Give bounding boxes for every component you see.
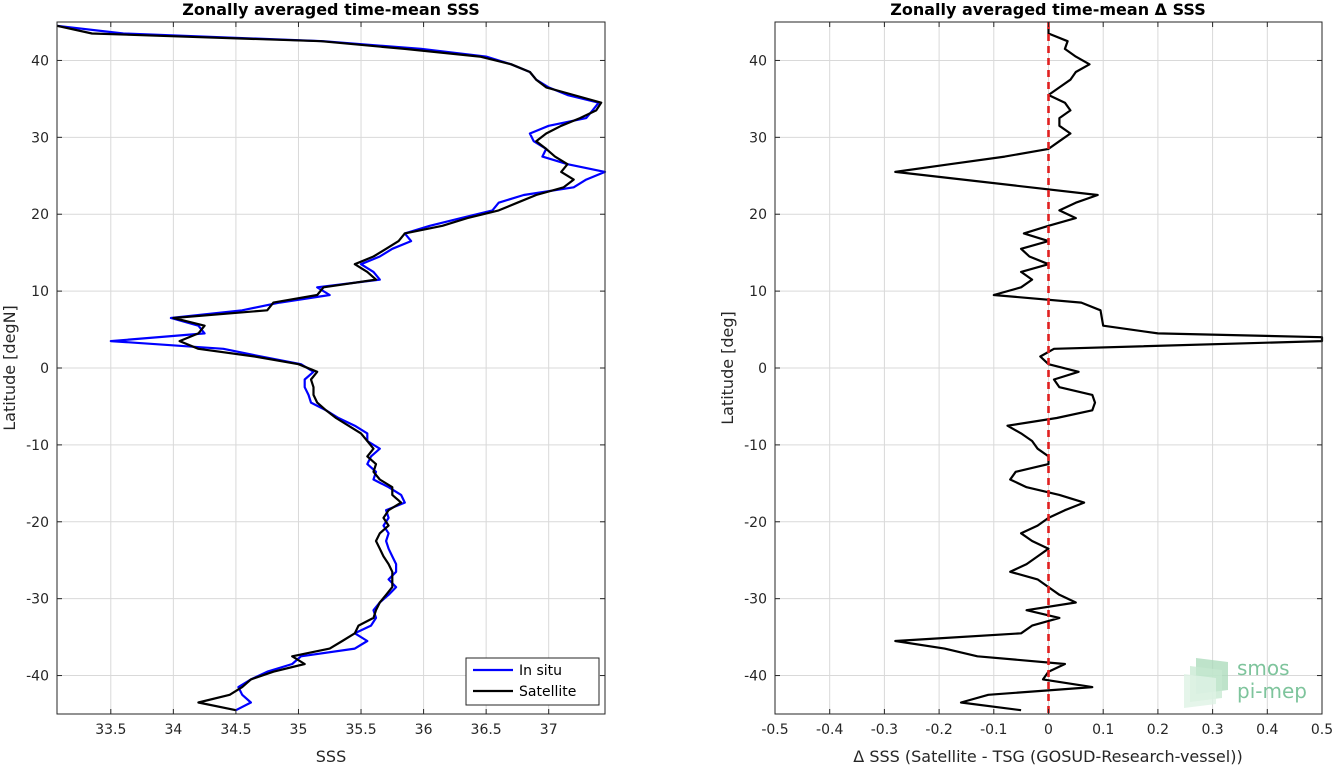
sss-x-tick-label: 36.5 bbox=[471, 722, 502, 738]
delta-sss-y-tick-label: 40 bbox=[749, 53, 767, 69]
smos-pi-mep-logo: smos pi-mep bbox=[1184, 656, 1307, 708]
delta-sss-x-tick-label: 0.5 bbox=[1311, 722, 1333, 738]
sss-series-group bbox=[56, 24, 607, 712]
delta-sss-difference-line bbox=[894, 25, 1324, 712]
delta-sss-x-axis-label: Δ SSS (Satellite - TSG (GOSUD-Research-v… bbox=[853, 747, 1242, 765]
delta-sss-y-tick-label: -20 bbox=[744, 515, 767, 531]
sss-profile-chart: 33.5 34 34.5 35 35.5 36 36.5 37 -40 -30 -20 -10 0 10 2… bbox=[0, 0, 607, 765]
sss-x-tick-label: 35 bbox=[290, 722, 308, 738]
sss-x-tick-label: 34 bbox=[164, 722, 182, 738]
sss-y-tick-label: 30 bbox=[31, 130, 49, 146]
sss-y-tick-label: 0 bbox=[40, 361, 49, 377]
legend-box bbox=[465, 657, 600, 706]
delta-sss-y-tick-label: 10 bbox=[749, 284, 767, 300]
delta-sss-y-tick-label: 30 bbox=[749, 130, 767, 146]
delta-sss-profile-chart: -0.5 -0.4 -0.3 -0.2 -0.1 0 0.1 0.2 0.3 0.4 0.5 -40 -… bbox=[718, 0, 1333, 765]
legend-satellite-label: Satellite bbox=[519, 684, 576, 700]
sss-x-tick-label: 37 bbox=[540, 722, 558, 738]
delta-sss-x-tick-label: 0.3 bbox=[1201, 722, 1223, 738]
legend: In situ Satellite bbox=[465, 657, 600, 706]
sss-y-tick-label: -40 bbox=[26, 669, 49, 685]
sss-x-tick-label: 34.5 bbox=[220, 722, 251, 738]
sss-y-tick-label: -20 bbox=[26, 515, 49, 531]
sss-x-tick-label: 35.5 bbox=[345, 722, 376, 738]
delta-sss-y-tick-label: -30 bbox=[744, 592, 767, 608]
delta-sss-gridlines bbox=[774, 22, 1323, 714]
sss-gridlines bbox=[57, 22, 605, 714]
sss-y-tick-label: 10 bbox=[31, 284, 49, 300]
sss-y-tick-label: -30 bbox=[26, 592, 49, 608]
logo-text-top: smos bbox=[1237, 656, 1290, 680]
sss-x-tick-label: 36 bbox=[415, 722, 433, 738]
delta-sss-x-tick-label: 0.1 bbox=[1092, 722, 1114, 738]
delta-sss-x-tick-label: -0.3 bbox=[871, 722, 898, 738]
delta-sss-y-tick-label: -40 bbox=[744, 669, 767, 685]
delta-sss-x-tick-label: -0.1 bbox=[980, 722, 1007, 738]
delta-sss-x-tick-label: -0.2 bbox=[925, 722, 952, 738]
sss-chart-title: Zonally averaged time-mean SSS bbox=[182, 0, 480, 19]
delta-sss-x-tick-label: -0.5 bbox=[761, 722, 788, 738]
delta-sss-y-tick-label: 0 bbox=[758, 361, 767, 377]
sss-y-tick-label: 40 bbox=[31, 53, 49, 69]
delta-sss-x-tick-label: -0.4 bbox=[816, 722, 843, 738]
sss-ticks: 33.5 34 34.5 35 35.5 36 36.5 37 -40 -30 -20 -10 0 10 2… bbox=[26, 22, 605, 738]
delta-sss-ticks: -0.5 -0.4 -0.3 -0.2 -0.1 0 0.1 0.2 0.3 0.4 0.5 -40 -… bbox=[744, 22, 1333, 738]
delta-sss-x-tick-label: 0.4 bbox=[1256, 722, 1278, 738]
logo-text-bottom: pi-mep bbox=[1237, 679, 1307, 703]
sss-y-tick-label: -10 bbox=[26, 438, 49, 454]
delta-sss-y-axis-label: Latitude [deg] bbox=[718, 311, 737, 425]
legend-in-situ-label: In situ bbox=[519, 663, 562, 679]
delta-sss-chart-title: Zonally averaged time-mean Δ SSS bbox=[890, 0, 1206, 19]
delta-sss-series-group bbox=[894, 22, 1324, 714]
delta-sss-y-tick-label: -10 bbox=[744, 438, 767, 454]
sss-y-tick-label: 20 bbox=[31, 207, 49, 223]
delta-sss-y-tick-label: 20 bbox=[749, 207, 767, 223]
sss-satellite-line bbox=[56, 24, 603, 712]
delta-sss-x-tick-label: 0 bbox=[1044, 722, 1053, 738]
sss-y-axis-label: Latitude [degN] bbox=[0, 305, 19, 431]
sss-x-axis-label: SSS bbox=[316, 747, 346, 765]
delta-sss-x-tick-label: 0.2 bbox=[1147, 722, 1169, 738]
sss-x-tick-label: 33.5 bbox=[95, 722, 126, 738]
logo-mark-front bbox=[1184, 674, 1216, 708]
